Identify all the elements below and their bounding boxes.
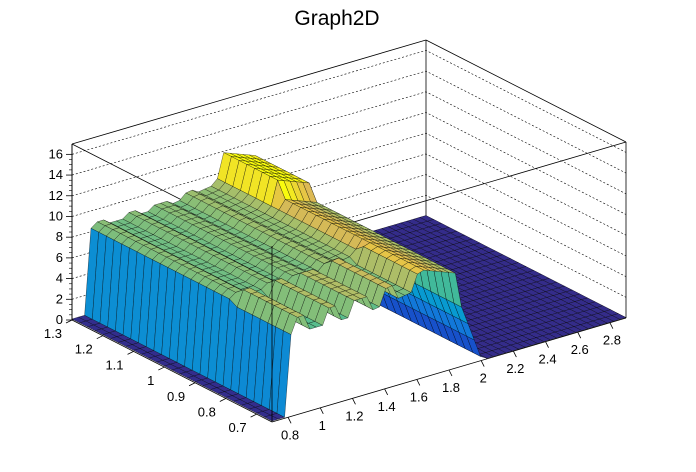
- x-tick-label: 2.2: [506, 361, 524, 376]
- y-tick-label: 1.2: [75, 342, 93, 357]
- x-tick: [577, 332, 582, 339]
- frame-edge: [425, 39, 627, 143]
- y-tick: [127, 351, 134, 355]
- x-tick-label: 1: [319, 418, 326, 433]
- x-tick-label: 1.8: [442, 380, 460, 395]
- z-gridline: [71, 174, 627, 279]
- chart-title: Graph2D: [294, 7, 379, 30]
- z-axis: 0 2 4 6 8 10 12 14 16: [49, 144, 73, 327]
- x-tick-label: 2.6: [571, 342, 589, 357]
- x-tick: [352, 398, 356, 405]
- x-tick: [513, 350, 517, 358]
- x-tick: [609, 322, 614, 329]
- y-tick: [188, 382, 196, 387]
- x-tick: [545, 341, 549, 348]
- z-tick-label: 14: [49, 167, 63, 182]
- y-tick-label: 1.1: [105, 357, 123, 372]
- z-tick-label: 10: [49, 208, 63, 223]
- surface-cell: [263, 415, 279, 422]
- x-tick: [480, 360, 485, 367]
- x-tick-label: 1.6: [410, 389, 428, 404]
- y-axis: 0.7 0.8 0.9 1 1.1 1.2 1.3: [44, 319, 257, 435]
- z-tick-label: 2: [56, 291, 63, 306]
- x-tick-label: 2: [480, 371, 487, 386]
- y-tick-label: 1: [147, 373, 154, 388]
- x-tick: [287, 417, 292, 424]
- z-gridline: [71, 70, 627, 176]
- z-tick-label: 16: [49, 146, 63, 161]
- y-tick-label: 0.7: [229, 420, 247, 435]
- y-tick: [96, 335, 103, 340]
- x-tick: [319, 407, 324, 414]
- x-tick: [416, 379, 421, 386]
- surface-mesh: [84, 152, 481, 418]
- y-tick-label: 0.8: [198, 404, 216, 419]
- z-tick-label: 0: [56, 312, 63, 327]
- x-tick: [384, 388, 388, 396]
- y-tick-label: 0.9: [167, 389, 185, 404]
- z-tick-label: 4: [56, 271, 63, 286]
- y-tick: [65, 319, 73, 324]
- y-tick: [219, 398, 227, 402]
- x-tick-label: 2.4: [539, 352, 557, 367]
- z-gridline: [71, 153, 627, 259]
- z-gridline: [71, 132, 627, 238]
- z-gridline: [71, 112, 627, 217]
- x-tick: [448, 369, 453, 377]
- z-tick-label: 12: [49, 188, 63, 203]
- z-tick-label: 6: [56, 250, 63, 265]
- z-gridline: [71, 194, 627, 300]
- z-tick-label: 8: [56, 229, 63, 244]
- x-axis: 0.8 1 1.2 1.4 1.6 1.8 2 2.2 2.4 2.6 2.8: [281, 322, 621, 442]
- x-tick-label: 0.8: [281, 427, 299, 442]
- y-tick-label: 1.3: [44, 326, 62, 341]
- y-tick: [250, 413, 257, 418]
- x-tick-label: 2.8: [603, 333, 621, 348]
- surface-cell: [276, 330, 292, 418]
- x-tick-label: 1.4: [378, 399, 396, 414]
- frame-edge: [71, 39, 427, 145]
- z-gridline: [71, 91, 627, 197]
- x-tick-label: 1.2: [345, 408, 363, 423]
- y-tick: [158, 366, 165, 371]
- z-gridline: [71, 50, 627, 155]
- frame-edge: [71, 319, 273, 423]
